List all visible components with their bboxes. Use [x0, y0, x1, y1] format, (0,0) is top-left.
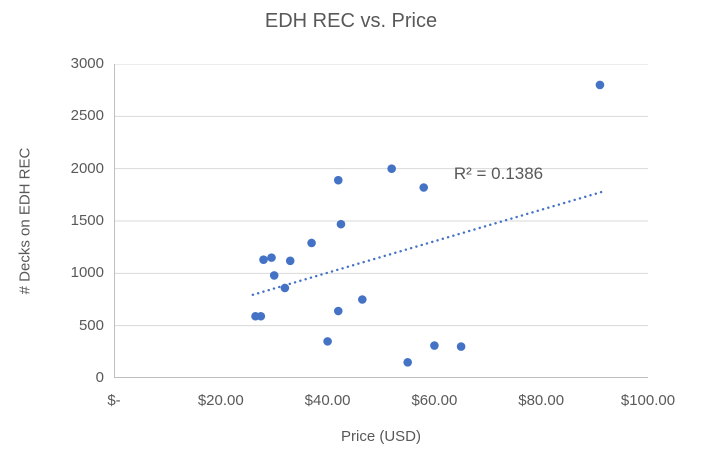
- x-axis-title: Price (USD): [340, 428, 421, 445]
- data-point: [285, 256, 295, 266]
- data-point: [256, 311, 266, 321]
- x-tick-label: $100.00: [620, 392, 676, 409]
- data-point: [336, 219, 346, 229]
- y-tick-label: 2500: [70, 107, 104, 125]
- plot-area: [114, 63, 648, 378]
- y-tick-label: 1000: [70, 264, 104, 282]
- x-tick-label: $60.00: [411, 392, 458, 409]
- data-point: [333, 306, 343, 316]
- data-point: [358, 295, 367, 304]
- y-tick-label: 1500: [70, 212, 104, 229]
- data-point: [595, 80, 605, 90]
- x-tick-label: $40.00: [304, 392, 351, 409]
- data-point: [323, 337, 332, 346]
- data-point: [269, 271, 279, 280]
- data-point: [430, 341, 439, 350]
- y-tick-label: 500: [78, 316, 104, 334]
- data-point: [419, 183, 429, 192]
- y-tick-label: 2000: [70, 159, 104, 177]
- data-point: [387, 164, 396, 173]
- trendline: [251, 190, 604, 296]
- data-point: [267, 253, 276, 262]
- y-tick-label: 3000: [70, 55, 104, 72]
- data-point: [333, 175, 343, 185]
- data-point: [403, 358, 413, 367]
- x-tick-label: $-: [107, 392, 121, 409]
- r-squared-annotation: R² = 0.1386: [453, 163, 544, 183]
- data-point: [259, 255, 268, 265]
- y-tick-label: 0: [95, 369, 104, 386]
- x-tick-label: $20.00: [197, 392, 244, 409]
- data-point: [307, 238, 316, 248]
- data-point: [456, 342, 466, 351]
- chart-title: EDH REC vs. Price: [264, 10, 438, 32]
- y-axis-title: # Decks on EDH REC: [16, 147, 34, 295]
- data-point: [280, 283, 290, 293]
- plot-canvas: [114, 63, 648, 378]
- x-tick-label: $80.00: [518, 392, 565, 409]
